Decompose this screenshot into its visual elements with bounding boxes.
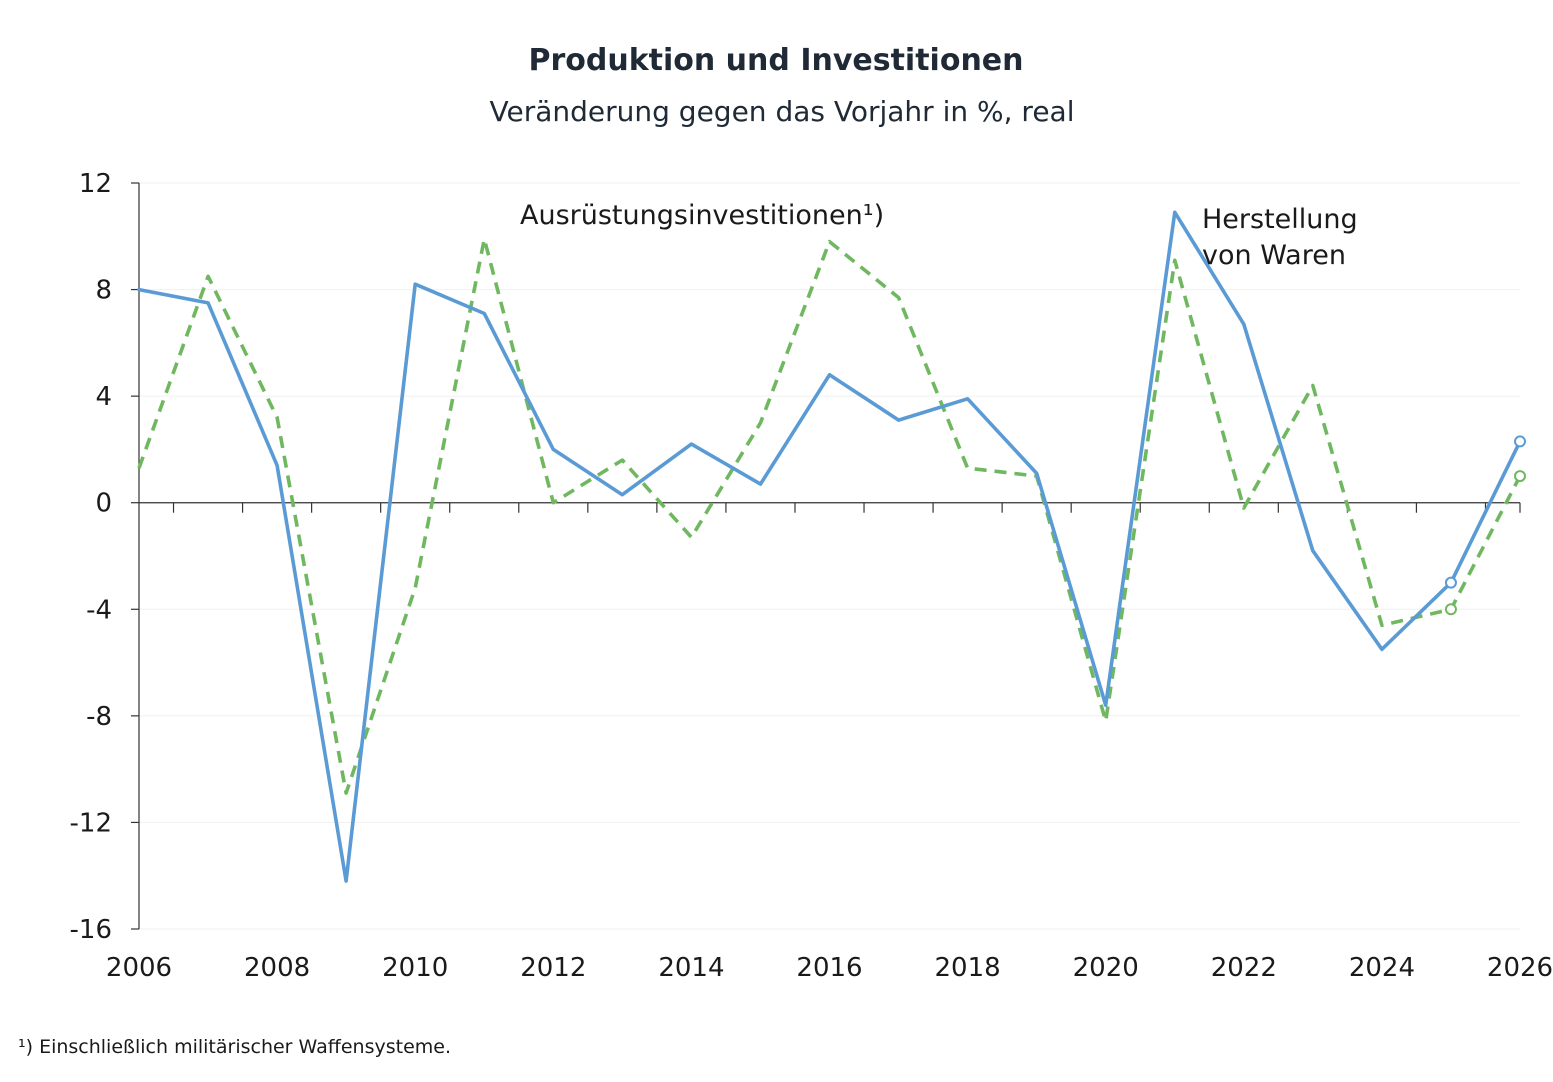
- series-line-ausruestungsinvestitionen: [137, 237, 1522, 795]
- y-tick-label: -4: [86, 595, 112, 625]
- forecast-point: [1514, 470, 1526, 483]
- x-tick-label: 2014: [658, 953, 724, 983]
- y-tick-label: -12: [70, 808, 112, 838]
- x-tick-label: 2020: [1073, 953, 1139, 983]
- x-tick-label: 2010: [382, 953, 448, 983]
- forecast-point: [1444, 603, 1457, 616]
- y-tick-label: 12: [79, 169, 112, 199]
- series-label-herstellung-von-waren: Herstellung: [1202, 204, 1358, 235]
- forecast-point: [1514, 435, 1526, 448]
- gridlines: [139, 182, 1520, 930]
- series-lines: [137, 210, 1526, 883]
- series-label-herstellung-von-waren: von Waren: [1202, 240, 1346, 271]
- y-tick-label: 0: [95, 489, 112, 519]
- series-labels: Herstellung von Waren Ausrüstungsinvestiti…: [520, 200, 1358, 271]
- chart-subtitle: Veränderung gegen das Vorjahr in %, real: [490, 95, 1075, 128]
- series-label-ausruestungsinvestitionen: Ausrüstungsinvestitionen¹): [520, 200, 884, 231]
- chart-title: Produktion und Investitionen: [528, 43, 1023, 78]
- forecast-point: [1444, 576, 1457, 589]
- x-tick-label: 2012: [520, 953, 586, 983]
- series-line-herstellung-von-waren: [137, 210, 1522, 883]
- y-tick-label: 4: [95, 382, 112, 412]
- x-tick-label: 2016: [796, 953, 862, 983]
- x-tick-label: 2026: [1487, 953, 1553, 983]
- y-tick-label: -16: [70, 915, 112, 945]
- x-tick-label: 2008: [244, 953, 310, 983]
- axes: 12 8 4 0 -4 -8 -12 -16 2006 2008 2010 2012 2014 2016 2…: [70, 169, 1553, 983]
- x-tick-label: 2022: [1211, 953, 1277, 983]
- x-tick-label: 2018: [935, 953, 1001, 983]
- footnote: ¹) Einschließlich militärischer Waffensy…: [18, 1036, 451, 1058]
- y-tick-label: 8: [95, 276, 112, 306]
- x-tick-label: 2024: [1349, 953, 1415, 983]
- y-tick-label: -8: [86, 702, 112, 732]
- x-tick-label: 2006: [106, 953, 172, 983]
